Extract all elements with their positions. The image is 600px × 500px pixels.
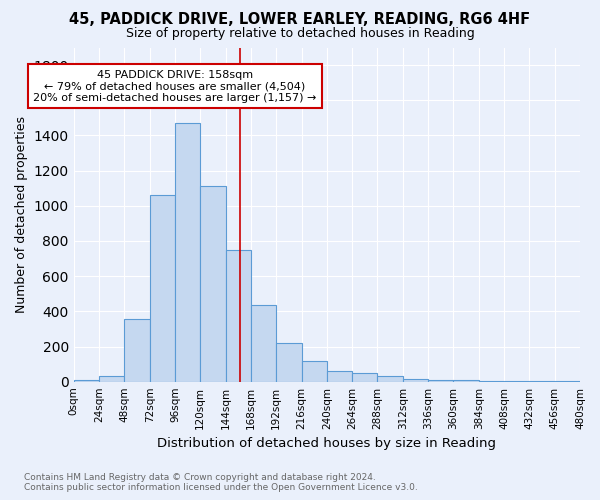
Bar: [302, 362, 327, 382]
Bar: [200, 186, 226, 382]
Bar: [377, 376, 403, 382]
Text: Contains HM Land Registry data © Crown copyright and database right 2024.
Contai: Contains HM Land Registry data © Crown c…: [24, 473, 418, 492]
Bar: [352, 373, 377, 382]
Y-axis label: Number of detached properties: Number of detached properties: [15, 116, 28, 313]
Bar: [504, 381, 529, 382]
X-axis label: Distribution of detached houses by size in Reading: Distribution of detached houses by size …: [157, 437, 496, 450]
Bar: [454, 380, 479, 382]
Bar: [276, 343, 302, 382]
Bar: [529, 381, 554, 382]
Text: Size of property relative to detached houses in Reading: Size of property relative to detached ho…: [125, 28, 475, 40]
Bar: [124, 319, 149, 382]
Bar: [327, 372, 352, 382]
Bar: [403, 378, 428, 382]
Text: 45, PADDICK DRIVE, LOWER EARLEY, READING, RG6 4HF: 45, PADDICK DRIVE, LOWER EARLEY, READING…: [70, 12, 530, 28]
Bar: [175, 123, 200, 382]
Bar: [149, 195, 175, 382]
Bar: [479, 381, 504, 382]
Bar: [251, 305, 276, 382]
Bar: [428, 380, 454, 382]
Bar: [99, 376, 124, 382]
Text: 45 PADDICK DRIVE: 158sqm
← 79% of detached houses are smaller (4,504)
20% of sem: 45 PADDICK DRIVE: 158sqm ← 79% of detach…: [33, 70, 317, 103]
Bar: [226, 250, 251, 382]
Bar: [74, 380, 99, 382]
